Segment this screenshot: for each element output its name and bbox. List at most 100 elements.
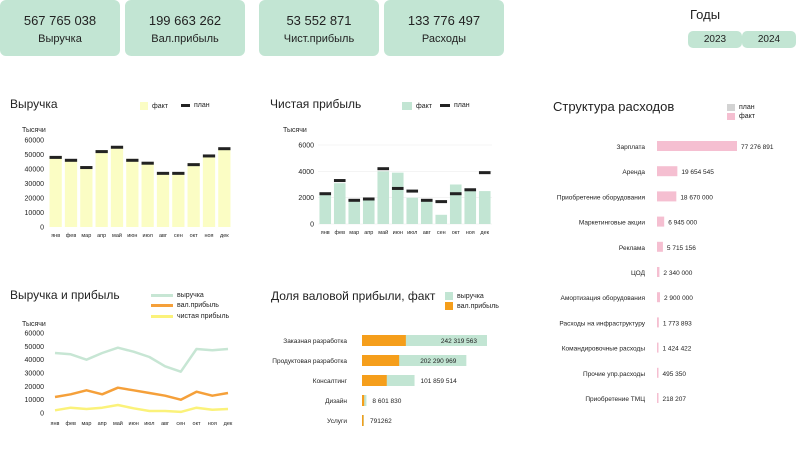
category-label: Зарплата (617, 144, 646, 151)
line-legend-net-profit: чистая прибыль (151, 313, 229, 320)
plan-marker (464, 188, 477, 192)
bar-fact (156, 173, 170, 227)
kpi-label: Выручка (38, 33, 82, 45)
margin-legend-revenue: выручка (445, 292, 484, 300)
x-tick-label: янв (51, 233, 60, 239)
expense-bar (657, 342, 659, 353)
category-label: Дизайн (325, 397, 347, 405)
plan-marker (64, 158, 78, 162)
bar-fact (141, 163, 154, 227)
x-tick-label: дек (480, 230, 489, 236)
category-label: Консалтинг (313, 378, 348, 385)
value-label: 101 859 514 (421, 378, 458, 385)
series-line (54, 346, 229, 373)
category-label: Расходы на инфраструктуру (559, 320, 645, 327)
x-tick-label: янв (321, 230, 330, 236)
plan-marker (348, 198, 361, 202)
bar-fact (202, 154, 216, 227)
plan-marker (435, 200, 448, 204)
revenue-bar (362, 355, 467, 366)
value-label: 1 773 893 (663, 320, 692, 327)
value-label: 19 654 545 (681, 169, 714, 176)
x-tick-label: май (378, 229, 388, 236)
revenue-profit-chart: 0 10000 20000 30000 40000 50000 60000 янв фев мар… (25, 331, 233, 428)
year-button-2023[interactable]: 2023 (688, 31, 742, 48)
x-tick-label: июн (129, 421, 139, 427)
bar-fact (464, 188, 477, 224)
series-line (54, 386, 229, 401)
plan-marker (362, 197, 375, 201)
gross-profit-bar (362, 335, 406, 346)
category-label: Командировочные расходы (562, 346, 646, 353)
category-label: Аренда (622, 169, 645, 176)
plan-marker (333, 179, 346, 183)
kpi-label: Чист.прибыль (283, 33, 355, 45)
net-profit-chart: 0 2000 4000 6000 янв фев мар апр май июн июл авг сен… (298, 143, 492, 236)
expense-legend-fact: факт (727, 113, 755, 120)
line-legend-revenue: выручка (151, 292, 204, 299)
revenue-chart: 0 10000 20000 30000 40000 50000 60000 янв фев мар… (25, 138, 231, 239)
plan-marker (406, 189, 419, 193)
x-tick-label: мар (81, 233, 91, 239)
y-tick-label: 0 (40, 411, 44, 418)
x-tick-label: янв (51, 421, 60, 427)
revenue-profit-title: Выручка и прибыль (10, 288, 120, 302)
y-tick-label: 10000 (25, 397, 45, 404)
plan-marker (95, 150, 108, 154)
revenue-bar (362, 375, 415, 386)
bar-fact (449, 184, 462, 224)
plan-marker (126, 158, 139, 162)
category-label: Реклама (619, 245, 645, 252)
category-label: Амортизация оборудования (561, 294, 646, 302)
x-tick-label: ноя (208, 421, 217, 427)
series-line (54, 403, 229, 414)
bar-fact (362, 198, 375, 224)
x-tick-label: фев (65, 421, 76, 427)
expense-bar (657, 166, 678, 177)
expense-bar (657, 393, 659, 403)
plan-marker (187, 163, 200, 167)
value-label: 5 715 156 (667, 245, 696, 252)
expense-bar (657, 267, 660, 277)
x-tick-label: сен (174, 233, 183, 239)
gross-profit-bar (362, 395, 365, 406)
plan-marker (319, 192, 332, 196)
plan-marker (141, 161, 154, 165)
expense-bar (657, 292, 661, 303)
y-tick-label: 20000 (25, 196, 45, 203)
bar-fact (110, 147, 124, 227)
revenue-legend-plan: план (181, 102, 210, 109)
x-tick-label: июл (143, 233, 153, 239)
kpi-value: 133 776 497 (407, 13, 481, 28)
category-label: Заказная разработка (283, 337, 347, 345)
value-label: 495 350 (663, 371, 687, 378)
bar-fact (218, 148, 231, 227)
gross-margin-title: Доля валовой прибыли, факт (271, 289, 436, 303)
gross-profit-bar (362, 375, 387, 386)
y-tick-label: 50000 (25, 344, 45, 351)
x-tick-label: дек (224, 421, 233, 427)
category-label: Маркетинговые акции (579, 220, 645, 227)
gross-profit-bar (362, 355, 400, 366)
category-label: Приобретение ТМЦ (585, 395, 645, 403)
x-tick-label: апр (364, 230, 373, 236)
x-tick-label: авг (159, 233, 167, 239)
bar-fact (435, 214, 448, 224)
margin-legend-gross-profit: вал.прибыль (445, 302, 499, 310)
y-tick-label: 60000 (25, 331, 45, 338)
year-button-2024[interactable]: 2024 (742, 31, 796, 48)
category-label: Услуги (327, 418, 347, 425)
expense-bar (657, 216, 665, 227)
bar-fact (333, 183, 346, 224)
y-tick-label: 50000 (25, 152, 45, 159)
kpi-label: Вал.прибыль (151, 33, 219, 45)
expense-bar (657, 241, 663, 252)
expense-structure-title: Структура расходов (553, 99, 675, 114)
x-tick-label: май (112, 232, 122, 239)
gross-margin-chart: Заказная разработка 242 319 563 Продуктова… (272, 335, 487, 426)
bar-fact (391, 172, 404, 224)
value-label: 218 207 (663, 396, 687, 403)
kpi-value: 567 765 038 (23, 13, 97, 28)
value-label: 2 900 000 (664, 295, 693, 302)
net-profit-legend-fact: факт (402, 102, 432, 110)
